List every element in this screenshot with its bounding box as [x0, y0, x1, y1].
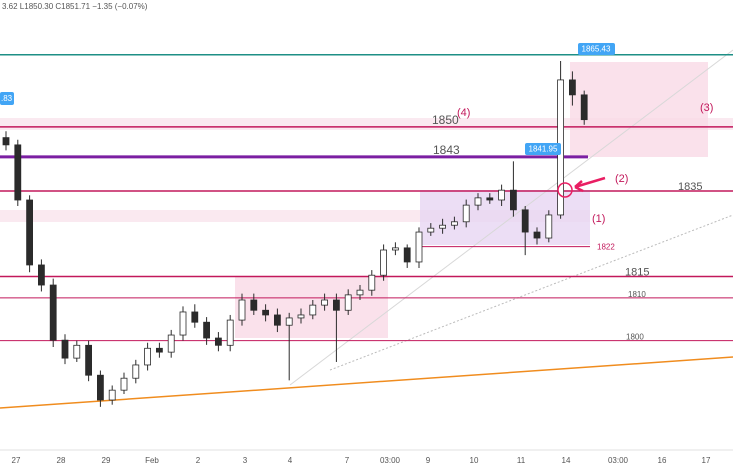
level-label: 1810	[628, 290, 646, 299]
candle-body	[533, 231, 541, 239]
x-tick-label: 3	[243, 456, 248, 465]
candle-body	[144, 347, 152, 366]
candle-body	[391, 247, 399, 251]
x-tick-label: 16	[658, 456, 667, 465]
candle-body	[14, 144, 22, 201]
candle-body	[2, 137, 10, 146]
candle-body	[403, 247, 411, 263]
level-label: 1822	[597, 243, 615, 252]
annotation: (3)	[700, 102, 713, 114]
candle-body	[273, 314, 281, 326]
candle-body	[167, 334, 175, 353]
x-tick-label: Feb	[145, 456, 159, 465]
candle-body	[73, 344, 81, 359]
candle-body	[309, 304, 317, 316]
candle-body	[179, 311, 187, 336]
candle-body	[439, 224, 447, 229]
candle-body	[26, 199, 34, 266]
arrow	[574, 176, 606, 193]
ohlc-header: 3.62 L1850.30 C1851.71 −1.35 (−0.07%)	[2, 2, 148, 11]
candle-body	[132, 364, 140, 379]
candle-body	[250, 299, 258, 311]
price-tag-label: 1841.95	[529, 145, 558, 154]
x-tick-label: 29	[102, 456, 111, 465]
candle-body	[203, 321, 211, 339]
candle-body	[474, 197, 482, 206]
trend-line	[289, 49, 733, 386]
x-tick-label: 4	[288, 456, 293, 465]
candle-body	[332, 299, 340, 311]
price-tag	[578, 43, 615, 55]
candle-body	[85, 344, 92, 376]
price-tag-label: .83	[1, 94, 13, 103]
candle-body	[321, 299, 329, 306]
candle-body	[38, 264, 45, 286]
candle-body	[97, 374, 104, 401]
level-label: 1815	[625, 266, 649, 278]
x-tick-label: 14	[562, 456, 571, 465]
level-label: 1850	[432, 113, 459, 127]
annotation: (2)	[615, 173, 628, 185]
candle-body	[580, 94, 588, 121]
candle-body	[61, 339, 69, 359]
candle-body	[545, 214, 553, 239]
candle-body	[285, 317, 293, 326]
candle-body	[214, 337, 222, 346]
x-tick-label: 7	[345, 456, 350, 465]
candle-body	[486, 197, 494, 201]
x-tick-label: 27	[12, 456, 21, 465]
x-tick-label: 10	[470, 456, 479, 465]
candle-body	[415, 231, 423, 263]
zone	[570, 62, 708, 157]
level-label: 1843	[433, 143, 460, 157]
level-label: 1835	[678, 181, 702, 193]
marker-circle	[557, 182, 573, 198]
price-tag	[525, 143, 561, 155]
trend-line	[0, 356, 733, 409]
candle-body	[191, 311, 199, 323]
candle-body	[155, 347, 163, 353]
x-tick-label: 17	[702, 456, 711, 465]
x-axis	[0, 450, 733, 465]
candle-body	[238, 299, 246, 321]
candle-body	[262, 309, 270, 316]
x-tick-label: 03:00	[380, 456, 401, 465]
candle-body	[120, 377, 128, 391]
candle-body	[49, 284, 57, 341]
x-tick-label: 2	[196, 456, 201, 465]
candle-body	[226, 319, 234, 346]
price-tag	[0, 92, 14, 105]
candle-body	[450, 221, 458, 226]
candle-body	[498, 189, 506, 201]
price-tag-label: 1865.43	[582, 45, 611, 54]
candle-body	[368, 274, 376, 291]
x-tick-label: 11	[517, 456, 526, 465]
annotation: (4)	[457, 107, 470, 119]
x-tick-label: 9	[426, 456, 431, 465]
candle-body	[521, 209, 529, 233]
candle-body	[427, 227, 435, 233]
candle-body	[569, 79, 576, 96]
candle-body	[356, 289, 364, 296]
annotation: (1)	[592, 213, 605, 225]
candle-body	[509, 189, 517, 211]
candle-body	[462, 204, 470, 223]
level-label: 1800	[626, 333, 644, 342]
x-tick-label: 03:00	[608, 456, 629, 465]
candle-body	[344, 294, 352, 311]
candle-body	[297, 314, 305, 319]
candle-body	[108, 389, 116, 401]
levels: 1850 1843 1835 1822 1815 1810 1800	[0, 53, 733, 342]
x-tick-label: 28	[57, 456, 66, 465]
candle-body	[380, 249, 388, 276]
